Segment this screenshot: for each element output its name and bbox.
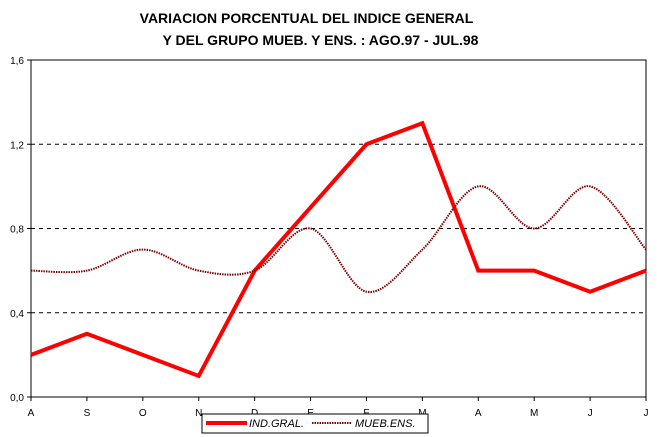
legend-label-mueb-ens: MUEB.ENS. — [355, 418, 416, 430]
y-tick-label: 0,8 — [10, 225, 24, 236]
chart-subtitle: Y DEL GRUPO MUEB. Y ENS. : AGO.97 - JUL.… — [162, 32, 479, 48]
x-tick-label: J — [644, 408, 649, 419]
x-tick-label: N — [195, 408, 202, 419]
y-tick-label: 1,2 — [10, 140, 24, 151]
legend-label-ind-gral: IND.GRAL. — [249, 418, 304, 430]
y-tick-label: 0,4 — [10, 309, 24, 320]
x-tick-label: A — [475, 408, 482, 419]
x-tick-label: O — [139, 408, 147, 419]
y-tick-label: 0,0 — [10, 393, 24, 404]
x-tick-label: S — [84, 408, 91, 419]
x-tick-label: J — [588, 408, 593, 419]
x-tick-label: M — [530, 408, 538, 419]
y-tick-label: 1,6 — [10, 56, 24, 67]
series-line-ind-gral- — [30, 120, 647, 379]
series-line-mueb-ens- — [30, 185, 647, 293]
plot-area-border — [30, 59, 647, 398]
chart-title: VARIACION PORCENTUAL DEL INDICE GENERAL — [139, 10, 474, 26]
x-tick-label: A — [28, 408, 35, 419]
